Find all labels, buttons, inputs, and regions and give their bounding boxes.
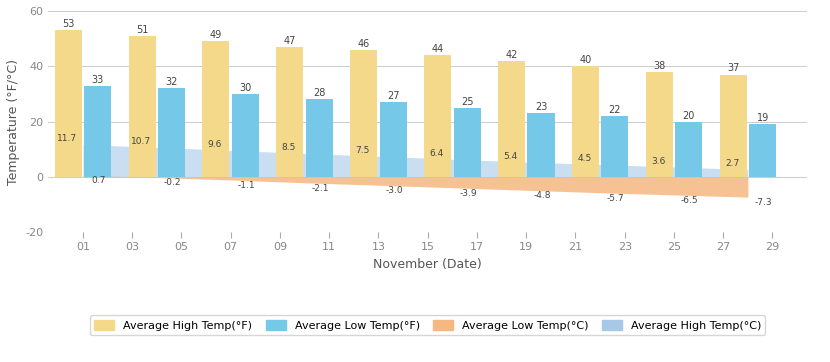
- Bar: [646, 72, 673, 177]
- Text: 2.7: 2.7: [725, 159, 740, 168]
- Text: 25: 25: [461, 97, 473, 107]
- Text: 33: 33: [91, 75, 104, 85]
- Text: -2.1: -2.1: [311, 184, 330, 193]
- Text: 30: 30: [239, 83, 251, 93]
- Y-axis label: Temperature (°F/°C): Temperature (°F/°C): [7, 59, 20, 185]
- Text: 11.7: 11.7: [57, 134, 77, 143]
- Bar: [350, 50, 378, 177]
- Bar: [424, 55, 452, 177]
- Bar: [676, 122, 702, 177]
- Text: 8.5: 8.5: [281, 143, 296, 152]
- X-axis label: November (Date): November (Date): [374, 257, 482, 270]
- Text: 4.5: 4.5: [577, 154, 592, 163]
- Text: 6.4: 6.4: [429, 149, 444, 158]
- Text: 19: 19: [756, 113, 769, 123]
- Bar: [527, 113, 554, 177]
- Text: -7.3: -7.3: [754, 198, 773, 207]
- Bar: [572, 66, 599, 177]
- Legend: Average High Temp(°F), Average Low Temp(°F), Average Low Temp(°C), Average High : Average High Temp(°F), Average Low Temp(…: [90, 315, 765, 335]
- Bar: [453, 108, 481, 177]
- Text: 0.7: 0.7: [91, 176, 106, 185]
- Text: -6.5: -6.5: [681, 196, 699, 205]
- Text: 44: 44: [432, 44, 444, 54]
- Text: 22: 22: [608, 105, 621, 115]
- Text: 7.5: 7.5: [355, 146, 370, 155]
- Text: -1.1: -1.1: [237, 181, 256, 190]
- Bar: [203, 41, 229, 177]
- Text: 20: 20: [682, 110, 695, 121]
- Text: 47: 47: [284, 36, 296, 46]
- Text: 5.4: 5.4: [503, 152, 518, 161]
- Text: -0.2: -0.2: [164, 178, 181, 187]
- Bar: [498, 61, 525, 177]
- Bar: [601, 116, 628, 177]
- Bar: [129, 36, 155, 177]
- Bar: [379, 102, 407, 177]
- Text: 42: 42: [505, 50, 518, 60]
- Text: -5.7: -5.7: [607, 194, 625, 203]
- Text: 49: 49: [210, 30, 222, 40]
- Text: 28: 28: [313, 88, 325, 98]
- Bar: [55, 30, 81, 177]
- Text: -4.8: -4.8: [533, 191, 551, 200]
- Bar: [276, 47, 303, 177]
- Text: 51: 51: [136, 25, 149, 35]
- Text: 37: 37: [727, 63, 740, 73]
- Bar: [232, 94, 259, 177]
- Text: 32: 32: [165, 77, 178, 87]
- Text: 9.6: 9.6: [208, 140, 222, 149]
- Bar: [84, 86, 111, 177]
- Text: 27: 27: [387, 91, 399, 101]
- Text: 53: 53: [62, 19, 75, 29]
- Text: 46: 46: [358, 39, 370, 49]
- Bar: [749, 125, 776, 177]
- Text: -3.9: -3.9: [459, 189, 477, 198]
- Text: 23: 23: [535, 102, 547, 112]
- Text: 38: 38: [653, 61, 666, 71]
- Bar: [305, 100, 333, 177]
- Text: 10.7: 10.7: [131, 137, 151, 146]
- Text: 40: 40: [579, 55, 592, 65]
- Text: 3.6: 3.6: [651, 157, 666, 165]
- Bar: [158, 88, 185, 177]
- Text: -3.0: -3.0: [385, 186, 403, 195]
- Bar: [720, 75, 747, 177]
